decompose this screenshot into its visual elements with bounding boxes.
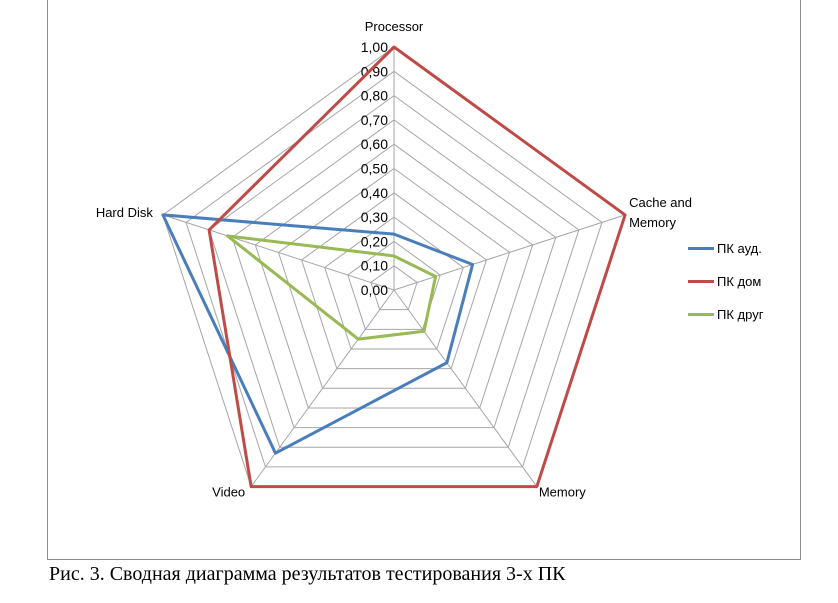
series-line-1: [207, 45, 627, 489]
figure-caption: Рис. 3. Сводная диаграмма результатов те…: [49, 563, 566, 585]
tick-label: 0,40: [361, 185, 388, 201]
legend-swatch: [688, 247, 714, 250]
grid-ring: [277, 167, 511, 389]
axis-spoke: [162, 214, 395, 291]
legend-label: ПК друг: [717, 307, 764, 322]
tick-label: 0,70: [361, 112, 388, 128]
legend-swatch: [688, 280, 714, 283]
grid-ring: [300, 192, 488, 370]
legend-label: ПК ауд.: [717, 241, 762, 256]
axis-spoke: [393, 214, 626, 291]
axis-label: Hard Disk: [96, 205, 154, 220]
radar-spokes: [162, 47, 626, 487]
tick-label: 0,10: [361, 258, 388, 274]
grid-ring: [347, 240, 441, 330]
legend-label: ПК дом: [717, 274, 762, 289]
radar-series: [161, 45, 627, 489]
grid-ring: [324, 216, 464, 350]
legend-item-pk-drug: ПК друг: [688, 306, 798, 323]
tick-label: 0,50: [361, 161, 388, 177]
series-line-2: [226, 234, 438, 341]
axis-label: Processor: [365, 19, 424, 34]
radar-chart: 0,00 0,10 0,20 0,30 0,40 0,50 0,60 0,70 0,80 0,90…: [96, 19, 692, 500]
grid-ring: [185, 70, 603, 468]
tick-label: 0,20: [361, 233, 388, 249]
legend-item-pk-aud: ПК ауд.: [688, 240, 798, 257]
grid-ring: [370, 265, 418, 311]
tick-label: 0,30: [361, 209, 388, 225]
grid-ring: [254, 143, 534, 409]
tick-label: 0,80: [361, 88, 388, 104]
legend: ПК ауд. ПК дом ПК друг: [688, 240, 798, 339]
tick-label: 0,90: [361, 63, 388, 79]
series-line-0: [161, 213, 475, 455]
axis-spoke: [393, 289, 538, 487]
radar-axis-labels: Processor Cache and Memory Memory Video Hard …: [96, 19, 692, 500]
axis-label: Cache and Memory: [629, 195, 692, 230]
axis-label: Memory: [539, 485, 586, 500]
tick-label: 1,00: [361, 39, 388, 55]
legend-swatch: [688, 313, 714, 316]
grid-ring: [231, 119, 557, 429]
radar-tick-labels: 0,00 0,10 0,20 0,30 0,40 0,50 0,60 0,70 0,80 0,90…: [361, 39, 388, 298]
axis-label: Video: [212, 485, 245, 500]
grid-ring: [208, 94, 580, 448]
tick-label: 0,00: [361, 282, 388, 298]
chart-frame: [47, 0, 801, 560]
tick-label: 0,60: [361, 136, 388, 152]
legend-item-pk-dom: ПК дом: [688, 273, 798, 290]
